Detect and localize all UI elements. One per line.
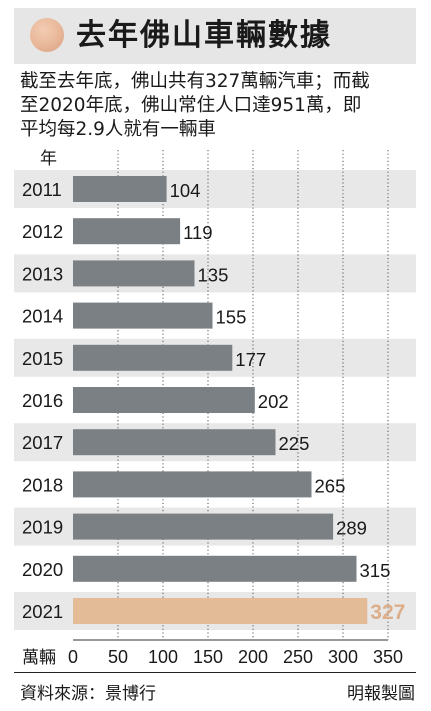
peach-circle-icon [30,18,64,52]
x-tick-label: 300 [328,647,358,667]
data-label: 289 [336,518,367,539]
description-line: 平均每2.9人就有一輛車 [20,119,216,140]
data-label: 202 [258,391,289,412]
bar [73,513,334,540]
data-label: 177 [235,349,266,370]
bar [73,387,255,413]
category-label: 2011 [22,179,62,200]
data-label: 155 [216,307,247,328]
category-label: 2017 [22,432,63,453]
category-label: 2016 [22,390,63,411]
y-axis-label: 年 [40,149,57,168]
data-label: 225 [279,433,310,454]
bar [73,471,312,498]
x-tick-label: 250 [283,647,313,667]
description: 截至去年底，佛山共有327萬輛汽車；而截 至2020年底，佛山常住人口達951萬… [20,70,420,142]
data-label: 265 [315,475,346,496]
data-label: 104 [170,180,201,201]
source-note: 資料來源：景博行 [20,684,156,704]
bar [73,260,195,287]
category-label: 2019 [22,517,63,538]
description-line: 至2020年底，佛山常住人口達951萬，即 [20,95,362,116]
category-label: 2014 [22,306,63,327]
footer-divider [14,672,416,673]
category-label: 2018 [22,474,63,495]
description-line: 截至去年底，佛山共有327萬輛汽車；而截 [20,71,370,92]
bar [73,555,357,582]
title-bar: 去年佛山車輛數據 [14,8,416,64]
data-label: 135 [198,264,229,285]
category-label: 2021 [22,601,63,622]
bar [73,598,368,624]
bar [73,176,167,202]
data-label: 315 [360,560,391,581]
category-label: 2013 [22,263,63,284]
x-axis-label: 萬輛 [22,648,56,667]
bar [73,218,181,245]
x-tick-label: 350 [373,647,403,667]
category-label: 2020 [22,559,63,580]
credit: 明報製圖 [347,684,415,704]
x-tick-label: 0 [68,647,78,667]
x-tick-label: 200 [238,647,268,667]
x-tick-label: 150 [193,647,223,667]
data-label: 119 [183,222,213,243]
data-label: 327 [370,601,405,624]
category-label: 2015 [22,348,63,369]
bar [73,429,276,456]
x-tick-label: 50 [108,647,128,667]
chart-title: 去年佛山車輛數據 [76,18,332,53]
bar [73,344,233,371]
bar [73,302,213,329]
x-tick-label: 100 [148,647,178,667]
category-label: 2012 [22,221,63,242]
